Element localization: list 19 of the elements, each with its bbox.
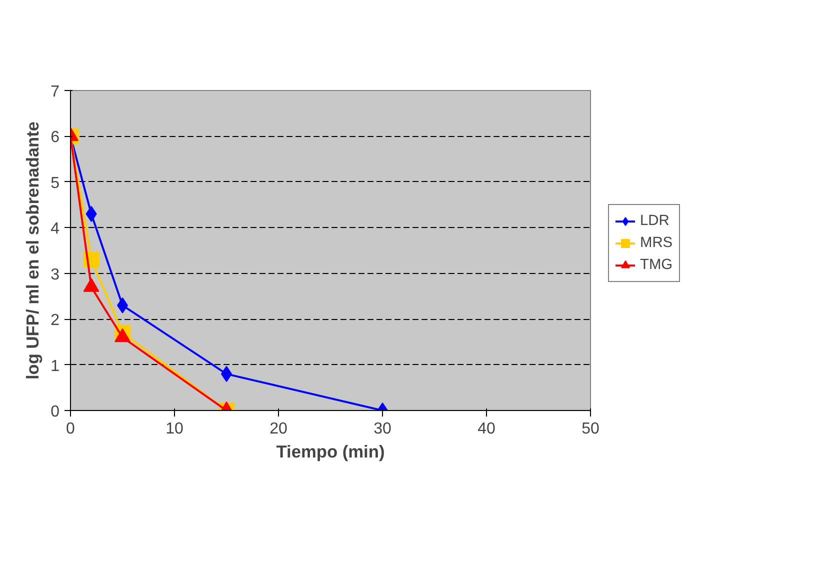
x-tick-label: 20 — [270, 420, 288, 438]
x-tick-label: 30 — [374, 420, 392, 438]
legend-label: LDR — [640, 213, 670, 229]
y-tick-label: 1 — [50, 358, 60, 375]
y-tick-label: 3 — [50, 266, 60, 284]
x-tick-label: 10 — [166, 420, 184, 438]
x-axis-title: Tiempo (min) — [276, 442, 385, 462]
y-tick-label: 0 — [50, 404, 60, 420]
x-tick-label: 50 — [582, 420, 600, 438]
y-tick-label: 5 — [50, 174, 60, 192]
y-tick-label: 2 — [50, 312, 60, 330]
y-tick-label: 4 — [50, 220, 60, 238]
y-tick-label: 7 — [50, 84, 60, 100]
y-tick-label: 6 — [50, 129, 60, 146]
x-tick-label: 40 — [478, 420, 496, 438]
x-tick-label: 0 — [66, 420, 76, 438]
y-axis-title: log UFP/ ml en el sobrenadante — [22, 121, 43, 380]
legend-label: MRS — [640, 235, 673, 251]
legend-label: TMG — [640, 257, 673, 273]
